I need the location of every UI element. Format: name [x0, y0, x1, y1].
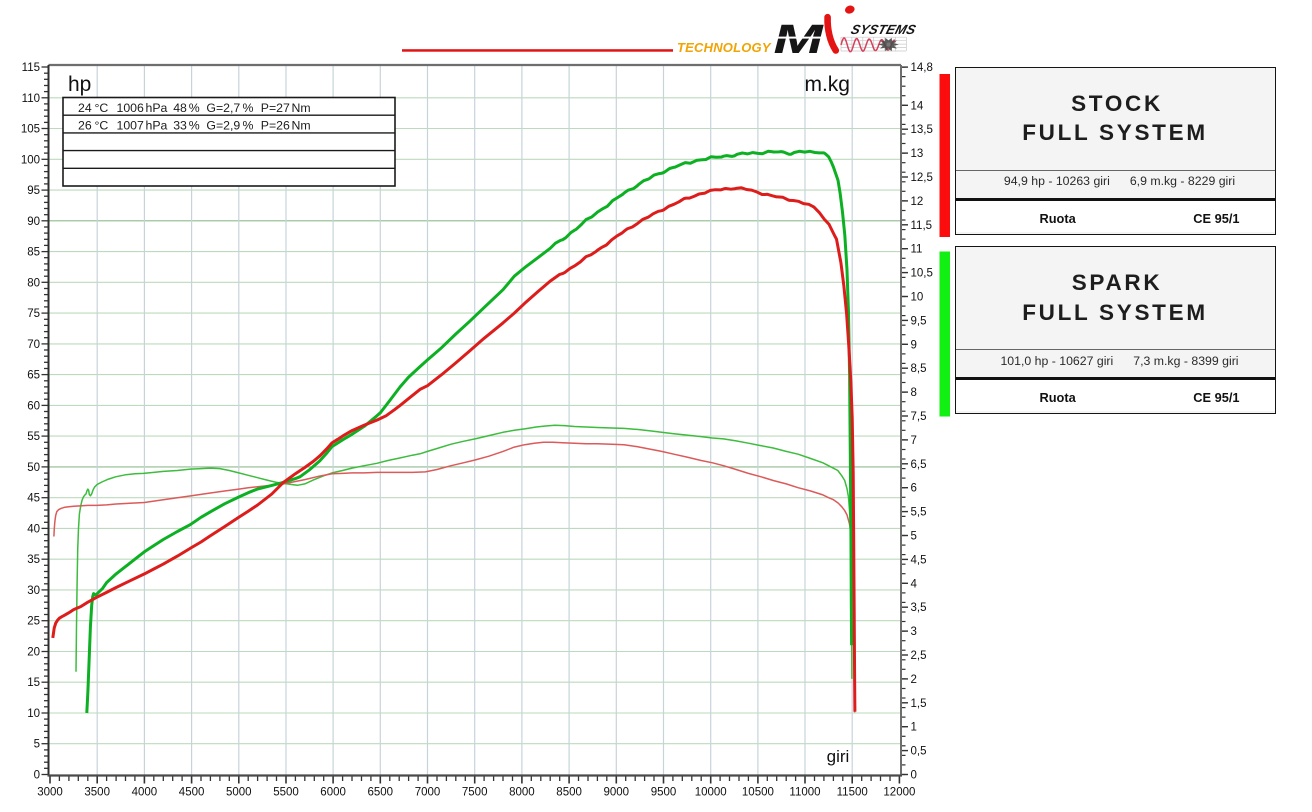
svg-text:70: 70: [27, 339, 40, 351]
svg-text:15: 15: [27, 677, 40, 689]
svg-text:8000: 8000: [509, 787, 535, 799]
svg-text:24: 24: [78, 101, 92, 115]
svg-text:5,5: 5,5: [911, 507, 927, 519]
svg-text:5500: 5500: [273, 787, 299, 799]
svg-text:G=2,9: G=2,9: [206, 119, 240, 133]
svg-text:10,5: 10,5: [911, 268, 933, 280]
svg-text:1007: 1007: [117, 119, 145, 133]
svg-text:95: 95: [27, 185, 40, 197]
svg-text:90: 90: [27, 216, 40, 228]
svg-text:5: 5: [911, 531, 917, 543]
svg-text:12,5: 12,5: [911, 172, 933, 184]
svg-text:hp: hp: [68, 73, 91, 96]
svg-text:%: %: [243, 101, 254, 115]
svg-text:TECHNOLOGY: TECHNOLOGY: [677, 40, 772, 55]
svg-text:8: 8: [911, 387, 917, 399]
svg-text:%: %: [243, 119, 254, 133]
svg-text:10: 10: [27, 708, 40, 720]
svg-text:6000: 6000: [320, 787, 346, 799]
svg-text:2: 2: [911, 674, 917, 686]
svg-text:30: 30: [27, 585, 40, 597]
svg-text:Nm: Nm: [292, 119, 311, 133]
svg-text:3000: 3000: [37, 787, 63, 799]
svg-text:12: 12: [911, 196, 924, 208]
svg-text:6500: 6500: [368, 787, 394, 799]
svg-text:0: 0: [34, 770, 40, 782]
svg-text:5: 5: [34, 739, 40, 751]
svg-text:14: 14: [911, 100, 924, 112]
svg-text:2,5: 2,5: [911, 650, 927, 662]
svg-text:33: 33: [173, 119, 187, 133]
svg-text:7,5: 7,5: [911, 411, 927, 423]
svg-text:4: 4: [911, 578, 918, 590]
svg-text:hPa: hPa: [146, 119, 168, 133]
svg-text:11000: 11000: [789, 787, 820, 799]
svg-text:65: 65: [27, 370, 40, 382]
svg-text:60: 60: [27, 400, 40, 412]
svg-text:6: 6: [911, 483, 917, 495]
svg-text:7500: 7500: [462, 787, 488, 799]
svg-text:P=27: P=27: [261, 101, 290, 115]
svg-text:4,5: 4,5: [911, 554, 927, 566]
svg-text:9000: 9000: [604, 787, 630, 799]
svg-text:26: 26: [78, 119, 92, 133]
svg-text:10500: 10500: [742, 787, 774, 799]
svg-text:8500: 8500: [556, 787, 582, 799]
svg-text:10: 10: [911, 292, 924, 304]
svg-text:hPa: hPa: [146, 101, 168, 115]
svg-text:13: 13: [911, 148, 924, 160]
svg-text:4000: 4000: [132, 787, 158, 799]
svg-text:12000: 12000: [883, 787, 915, 799]
svg-text:Nm: Nm: [292, 101, 311, 115]
svg-text:6,5: 6,5: [911, 459, 927, 471]
svg-text:0,5: 0,5: [911, 746, 927, 758]
svg-text:105: 105: [21, 124, 40, 136]
svg-text:M: M: [768, 17, 830, 63]
svg-text:1,5: 1,5: [911, 698, 927, 710]
svg-text:%: %: [189, 101, 200, 115]
svg-text:40: 40: [27, 523, 40, 535]
svg-text:115: 115: [22, 62, 40, 74]
svg-text:3,5: 3,5: [911, 602, 927, 614]
svg-text:11500: 11500: [837, 787, 868, 799]
svg-text:48: 48: [173, 101, 187, 115]
svg-text:°C: °C: [95, 119, 109, 133]
svg-text:9500: 9500: [651, 787, 677, 799]
svg-text:20: 20: [27, 647, 40, 659]
svg-text:85: 85: [27, 247, 40, 259]
svg-text:4500: 4500: [179, 787, 205, 799]
svg-text:1006: 1006: [117, 101, 145, 115]
svg-text:G=2,7: G=2,7: [206, 101, 240, 115]
svg-text:3500: 3500: [84, 787, 110, 799]
svg-text:P=26: P=26: [261, 119, 290, 133]
svg-text:5000: 5000: [226, 787, 252, 799]
svg-text:25: 25: [27, 616, 40, 628]
svg-text:9: 9: [911, 339, 917, 351]
svg-text:13,5: 13,5: [911, 124, 933, 136]
svg-text:8,5: 8,5: [911, 363, 927, 375]
svg-text:100: 100: [21, 154, 40, 166]
svg-text:7000: 7000: [415, 787, 441, 799]
svg-text:m.kg: m.kg: [804, 73, 850, 96]
svg-text:55: 55: [27, 431, 40, 443]
svg-text:SYSTEMS: SYSTEMS: [849, 22, 918, 37]
svg-text:1: 1: [911, 722, 917, 734]
svg-text:°C: °C: [95, 101, 109, 115]
svg-text:14,8: 14,8: [911, 62, 933, 74]
svg-text:50: 50: [27, 462, 40, 474]
svg-text:0: 0: [911, 770, 917, 782]
svg-text:45: 45: [27, 493, 40, 505]
svg-text:7: 7: [911, 435, 917, 447]
svg-text:giri: giri: [827, 747, 850, 766]
svg-text:35: 35: [27, 554, 40, 566]
svg-text:10000: 10000: [695, 787, 727, 799]
svg-text:11,5: 11,5: [911, 220, 933, 232]
svg-text:%: %: [189, 119, 200, 133]
svg-text:11: 11: [911, 244, 923, 256]
svg-text:9,5: 9,5: [911, 315, 927, 327]
svg-text:3: 3: [911, 626, 917, 638]
svg-text:80: 80: [27, 277, 40, 289]
svg-text:110: 110: [22, 93, 40, 105]
svg-text:75: 75: [27, 308, 40, 320]
